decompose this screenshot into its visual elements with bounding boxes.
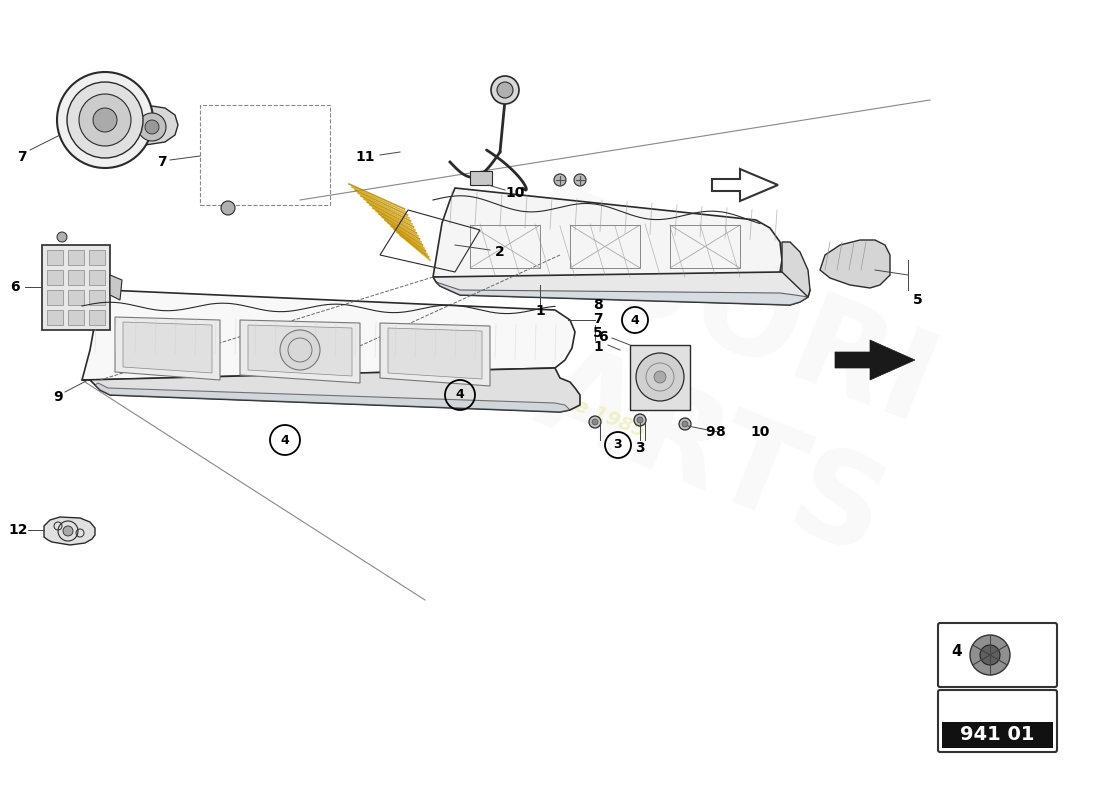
Circle shape	[221, 201, 235, 215]
Polygon shape	[95, 383, 570, 412]
Circle shape	[497, 82, 513, 98]
Text: 10: 10	[750, 425, 770, 439]
Polygon shape	[433, 188, 782, 284]
Circle shape	[636, 353, 684, 401]
Polygon shape	[82, 368, 580, 412]
Text: 4: 4	[630, 314, 639, 326]
Text: 6: 6	[598, 330, 608, 344]
Bar	[200, 105, 330, 205]
Text: 7: 7	[18, 150, 26, 164]
Circle shape	[57, 72, 153, 168]
Circle shape	[145, 120, 160, 134]
Circle shape	[67, 82, 143, 158]
Text: 2: 2	[495, 245, 505, 259]
Bar	[470, 171, 492, 185]
Text: 8: 8	[593, 298, 603, 312]
Text: 6: 6	[10, 280, 20, 294]
Circle shape	[682, 421, 688, 427]
Polygon shape	[835, 340, 915, 380]
Text: 9: 9	[53, 390, 63, 404]
Circle shape	[94, 108, 117, 132]
Text: 8: 8	[715, 425, 725, 439]
Bar	[68, 290, 84, 305]
Polygon shape	[248, 325, 352, 376]
Text: 7: 7	[593, 312, 603, 326]
Polygon shape	[388, 328, 482, 379]
Bar	[89, 290, 104, 305]
Circle shape	[637, 417, 644, 423]
Circle shape	[57, 232, 67, 242]
Circle shape	[980, 645, 1000, 665]
Circle shape	[634, 414, 646, 426]
Bar	[68, 270, 84, 285]
Polygon shape	[436, 282, 808, 305]
Polygon shape	[82, 290, 575, 380]
Polygon shape	[116, 317, 220, 380]
Bar	[68, 310, 84, 325]
Text: FUORI
PARTS: FUORI PARTS	[446, 176, 954, 584]
Bar	[630, 345, 690, 410]
Text: 3: 3	[635, 441, 645, 455]
Text: 4: 4	[455, 389, 464, 402]
FancyBboxPatch shape	[938, 623, 1057, 687]
Text: 5: 5	[913, 293, 923, 307]
Text: a passion for parts since 1985: a passion for parts since 1985	[332, 299, 648, 441]
Polygon shape	[44, 517, 95, 545]
Text: 10: 10	[505, 186, 525, 200]
Circle shape	[79, 94, 131, 146]
Text: 5: 5	[593, 326, 603, 340]
Bar	[89, 310, 104, 325]
Text: 941 01: 941 01	[960, 726, 1035, 745]
Circle shape	[280, 330, 320, 370]
FancyBboxPatch shape	[938, 690, 1057, 752]
Polygon shape	[782, 242, 810, 297]
Circle shape	[679, 418, 691, 430]
Text: 7: 7	[157, 155, 167, 169]
Circle shape	[491, 76, 519, 104]
Bar	[89, 270, 104, 285]
Circle shape	[592, 419, 598, 425]
Text: 1: 1	[535, 304, 544, 318]
Text: 3: 3	[614, 438, 623, 451]
Text: 4: 4	[952, 645, 962, 659]
Text: 11: 11	[355, 150, 375, 164]
Bar	[942, 722, 1053, 748]
Bar	[47, 270, 63, 285]
Bar	[47, 250, 63, 265]
Bar	[68, 250, 84, 265]
Polygon shape	[110, 275, 122, 300]
Circle shape	[138, 113, 166, 141]
Polygon shape	[820, 240, 890, 288]
Text: 1: 1	[593, 340, 603, 354]
Bar	[42, 245, 110, 330]
Circle shape	[970, 635, 1010, 675]
Polygon shape	[240, 320, 360, 383]
Circle shape	[554, 174, 566, 186]
Polygon shape	[433, 272, 810, 305]
Polygon shape	[379, 323, 490, 386]
Bar	[47, 310, 63, 325]
Circle shape	[574, 174, 586, 186]
Circle shape	[63, 526, 73, 536]
Bar	[89, 250, 104, 265]
Polygon shape	[128, 105, 178, 145]
Bar	[47, 290, 63, 305]
Polygon shape	[123, 322, 212, 373]
Text: 9: 9	[705, 425, 715, 439]
Text: 12: 12	[9, 523, 28, 537]
Circle shape	[588, 416, 601, 428]
Text: 4: 4	[280, 434, 289, 446]
Circle shape	[654, 371, 666, 383]
